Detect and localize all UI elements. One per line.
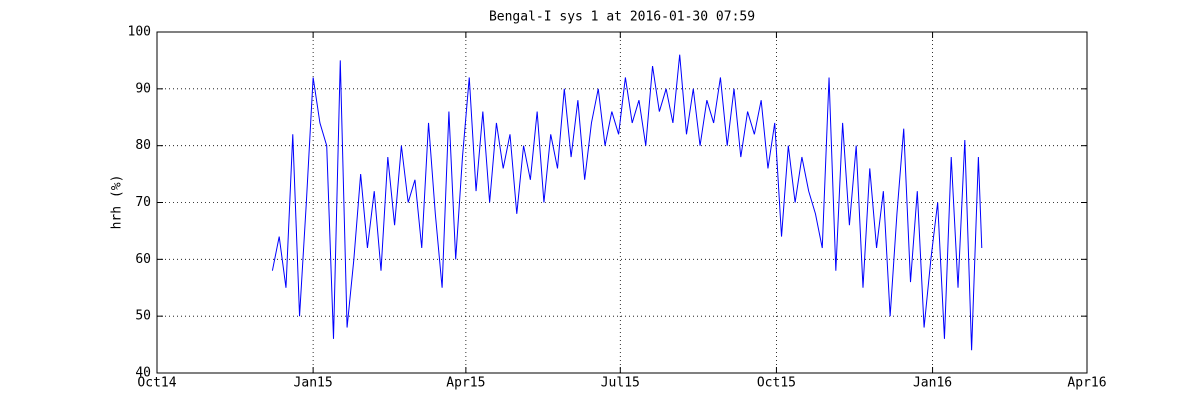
chart-title: Bengal-I sys 1 at 2016-01-30 07:59 bbox=[489, 10, 755, 25]
y-tick-label: 70 bbox=[135, 195, 151, 210]
x-tick-label: Oct14 bbox=[137, 376, 176, 391]
x-tick-label: Jul15 bbox=[601, 376, 640, 391]
y-tick-label: 100 bbox=[128, 25, 151, 40]
data-line bbox=[271, 54, 983, 351]
y-axis-label: hrh (%) bbox=[110, 175, 125, 230]
x-tick-label: Apr16 bbox=[1067, 376, 1106, 391]
x-tick-label: Jan15 bbox=[294, 376, 333, 391]
x-tick-label: Oct15 bbox=[757, 376, 796, 391]
x-tick-label: Jan16 bbox=[913, 376, 952, 391]
y-tick-label: 90 bbox=[135, 81, 151, 96]
y-tick-label: 40 bbox=[135, 366, 151, 381]
y-tick-label: 60 bbox=[135, 252, 151, 267]
y-tick-label: 50 bbox=[135, 309, 151, 324]
x-tick-label: Apr15 bbox=[446, 376, 485, 391]
y-tick-label: 80 bbox=[135, 138, 151, 153]
plot-frame bbox=[156, 31, 1088, 374]
